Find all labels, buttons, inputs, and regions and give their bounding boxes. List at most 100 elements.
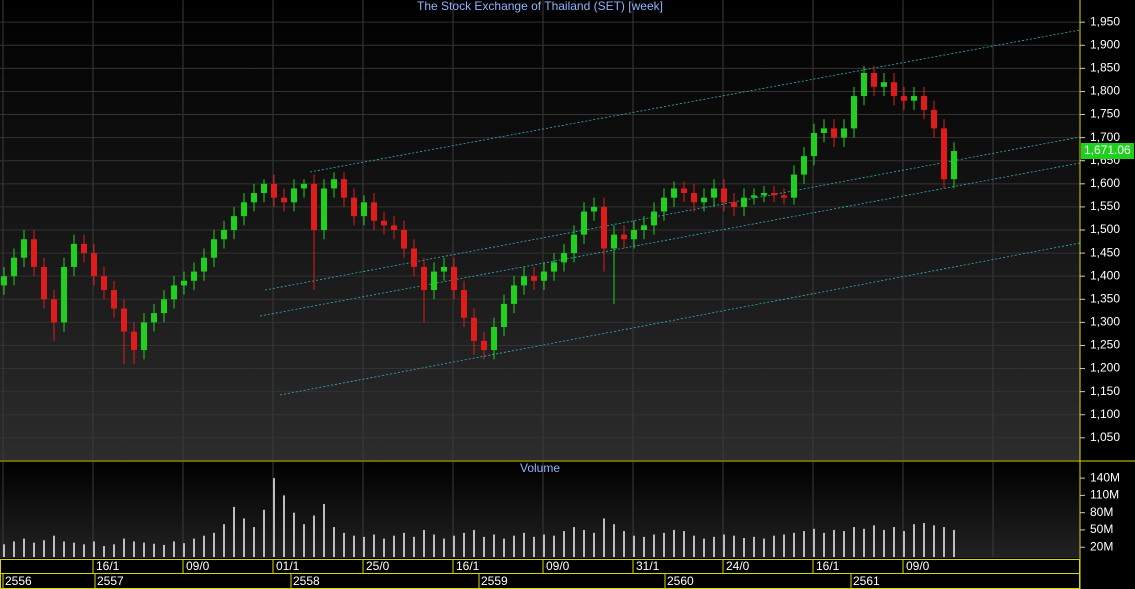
volume-bar <box>903 531 905 557</box>
volume-bar <box>853 527 855 557</box>
year-label: 2559 <box>481 574 508 588</box>
volume-bar <box>253 527 255 557</box>
volume-bar <box>793 532 795 557</box>
candle-body <box>201 257 207 272</box>
candle-body <box>171 285 177 300</box>
candle-body <box>721 188 727 203</box>
volume-bar <box>883 529 885 557</box>
volume-bar <box>73 542 75 557</box>
volume-bar <box>163 544 165 557</box>
y-tick-label: 1,700 <box>1090 130 1120 144</box>
volume-bar <box>593 532 595 557</box>
candle-body <box>371 202 377 221</box>
volume-bar <box>443 538 445 557</box>
candle-body <box>451 266 457 291</box>
volume-bar <box>213 532 215 557</box>
volume-bar <box>603 518 605 557</box>
candle-body <box>621 234 627 240</box>
volume-bar <box>313 515 315 557</box>
volume-bar <box>803 531 805 557</box>
y-tick-label: 1,550 <box>1090 199 1120 213</box>
volume-bar <box>293 512 295 557</box>
volume-bar <box>683 531 685 557</box>
y-tick-label: 1,950 <box>1090 14 1120 28</box>
candle-body <box>231 216 237 230</box>
volume-panel <box>0 462 1080 558</box>
volume-bar <box>33 542 35 557</box>
volume-bar <box>833 529 835 557</box>
candle-body <box>591 206 597 212</box>
year-label: 2560 <box>667 574 694 588</box>
volume-bar <box>533 536 535 557</box>
volume-bar <box>363 536 365 557</box>
volume-bar <box>223 524 225 557</box>
candle-body <box>301 183 307 189</box>
candle-body <box>701 197 707 203</box>
candle-body <box>501 303 507 327</box>
y-tick-label: 50M <box>1090 522 1113 536</box>
candle-body <box>101 276 107 291</box>
volume-bar <box>663 532 665 557</box>
y-tick-label: 1,250 <box>1090 338 1120 352</box>
candle-body <box>581 211 587 235</box>
volume-bar <box>323 504 325 557</box>
candle-body <box>351 197 357 217</box>
volume-bar <box>333 527 335 557</box>
volume-bar <box>63 541 65 557</box>
candle-body <box>381 220 387 226</box>
volume-bar <box>123 538 125 557</box>
volume-bar <box>653 534 655 557</box>
y-tick-label: 140M <box>1090 470 1120 484</box>
candle-body <box>931 109 937 129</box>
volume-bar <box>953 529 955 557</box>
volume-bar <box>143 542 145 557</box>
candle-body <box>341 179 347 198</box>
candle-body <box>881 82 887 87</box>
y-tick-label: 110M <box>1090 488 1119 502</box>
candle-body <box>291 188 297 203</box>
y-tick-label: 20M <box>1090 539 1113 553</box>
volume-bar <box>103 546 105 557</box>
candle-body <box>601 206 607 249</box>
candle-body <box>251 193 257 203</box>
volume-bar <box>473 529 475 557</box>
candle-body <box>631 230 637 240</box>
date-label: 09/0 <box>906 559 930 573</box>
volume-bar <box>453 535 455 557</box>
volume-bar <box>863 528 865 557</box>
year-label: 2561 <box>853 574 880 588</box>
candle-body <box>461 290 467 318</box>
volume-bar <box>3 544 5 557</box>
volume-bar <box>783 534 785 557</box>
volume-bar <box>933 525 935 557</box>
candle-body <box>241 202 247 217</box>
candle-body <box>121 308 127 332</box>
candle-body <box>491 326 497 351</box>
candle-body <box>791 174 797 198</box>
candle-body <box>191 271 197 281</box>
candle-body <box>901 96 907 101</box>
volume-bar <box>813 528 815 557</box>
candle-body <box>61 266 67 323</box>
candle-body <box>441 266 447 272</box>
y-tick-label: 1,900 <box>1090 37 1120 51</box>
candle-body <box>611 234 617 249</box>
candle-body <box>841 128 847 138</box>
volume-bar <box>483 536 485 557</box>
candle-body <box>921 96 927 110</box>
volume-bar <box>303 524 305 557</box>
y-tick-label: 80M <box>1090 505 1113 519</box>
volume-bar <box>433 534 435 557</box>
volume-bar <box>503 538 505 557</box>
y-tick-label: 1,800 <box>1090 84 1120 98</box>
volume-bar <box>423 529 425 557</box>
candle-body <box>221 230 227 240</box>
volume-bar <box>113 544 115 557</box>
candle-body <box>321 188 327 230</box>
candle-body <box>271 183 277 198</box>
y-tick-label: 1,500 <box>1090 222 1120 236</box>
volume-bar <box>773 535 775 557</box>
volume-bar <box>413 536 415 557</box>
volume-bar <box>173 541 175 557</box>
